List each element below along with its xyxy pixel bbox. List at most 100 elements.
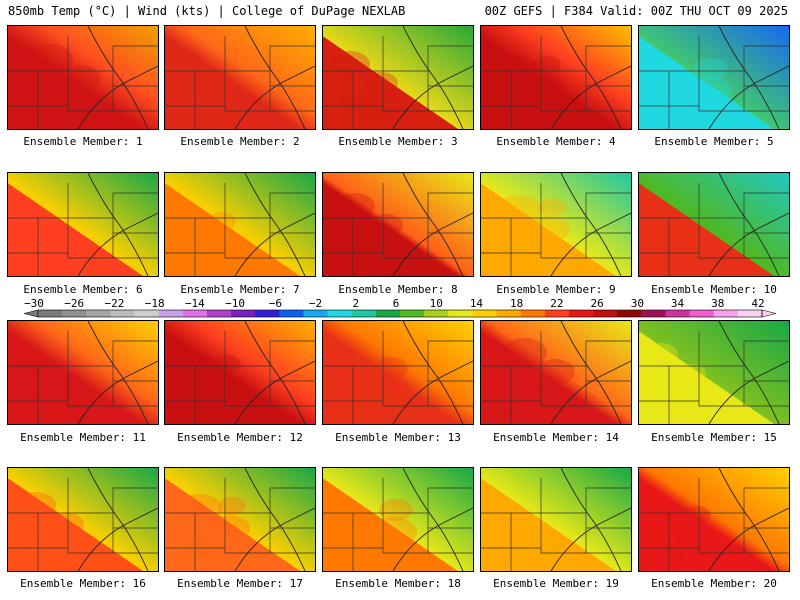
- ensemble-map-panel: [7, 320, 159, 425]
- colorbar-segment: [617, 310, 642, 317]
- colorbar-segment: [279, 310, 304, 317]
- ensemble-member-label: Ensemble Member: 15: [651, 431, 777, 444]
- ensemble-member-label: Ensemble Member: 20: [651, 577, 777, 590]
- colorbar-segment: [737, 310, 763, 317]
- temperature-field-map: [481, 26, 631, 129]
- ensemble-map-panel: [7, 172, 159, 277]
- ensemble-member-label: Ensemble Member: 7: [180, 283, 300, 296]
- colorbar-tick-label: 30: [631, 297, 644, 310]
- ensemble-member-label: Ensemble Member: 12: [177, 431, 303, 444]
- temperature-field-map: [8, 173, 158, 276]
- ensemble-map-panel: [7, 25, 159, 130]
- temperature-field-map: [323, 26, 473, 129]
- colorbar-segment: [255, 310, 280, 317]
- colorbar-segment: [86, 310, 111, 317]
- ensemble-member-label: Ensemble Member: 2: [180, 135, 300, 148]
- ensemble-map-panel: [164, 25, 316, 130]
- colorbar-tick-label: 38: [711, 297, 724, 310]
- colorbar-segment: [38, 310, 63, 317]
- ensemble-map-panel: [480, 320, 632, 425]
- colorbar-tick-label: 10: [430, 297, 443, 310]
- temperature-field-map: [8, 468, 158, 571]
- colorbar-segment: [303, 310, 328, 317]
- ensemble-member-label: Ensemble Member: 3: [338, 135, 458, 148]
- ensemble-member-label: Ensemble Member: 1: [23, 135, 143, 148]
- colorbar-tick-label: 26: [590, 297, 603, 310]
- colorbar-segment: [400, 310, 425, 317]
- ensemble-member-label: Ensemble Member: 11: [20, 431, 146, 444]
- ensemble-member-label: Ensemble Member: 5: [654, 135, 774, 148]
- colorbar-segment: [231, 310, 256, 317]
- ensemble-map-panel: [480, 172, 632, 277]
- temperature-field-map: [639, 321, 789, 424]
- colorbar-tick-label: 2: [352, 297, 359, 310]
- colorbar-segment: [448, 310, 473, 317]
- temperature-field-map: [639, 26, 789, 129]
- ensemble-map-panel: [638, 25, 790, 130]
- colorbar-segment: [544, 310, 570, 317]
- temperature-field-map: [8, 26, 158, 129]
- colorbar-tick-label: −22: [105, 297, 125, 310]
- temperature-field-map: [481, 173, 631, 276]
- ensemble-member-label: Ensemble Member: 18: [335, 577, 461, 590]
- colorbar-segment: [472, 310, 497, 317]
- colorbar-segment: [520, 310, 546, 317]
- colorbar-tick-label: −14: [185, 297, 205, 310]
- colorbar-segment: [206, 310, 232, 317]
- temperature-field-map: [323, 173, 473, 276]
- colorbar-segment: [424, 310, 449, 317]
- colorbar-segment: [158, 310, 184, 317]
- ensemble-member-label: Ensemble Member: 19: [493, 577, 619, 590]
- ensemble-map-panel: [638, 320, 790, 425]
- colorbar-tick-label: 18: [510, 297, 523, 310]
- colorbar-segment: [134, 310, 159, 317]
- colorbar-segment: [568, 310, 594, 317]
- ensemble-map-panel: [638, 172, 790, 277]
- colorbar-segment: [351, 310, 377, 317]
- colorbar-tick-label: −2: [309, 297, 322, 310]
- temperature-field-map: [165, 468, 315, 571]
- ensemble-member-label: Ensemble Member: 4: [496, 135, 616, 148]
- ensemble-member-label: Ensemble Member: 6: [23, 283, 143, 296]
- colorbar-segment: [375, 310, 401, 317]
- colorbar-segment: [496, 310, 521, 317]
- ensemble-map-panel: [164, 467, 316, 572]
- colorbar-segment: [641, 310, 666, 317]
- ensemble-map-panel: [638, 467, 790, 572]
- temperature-field-map: [165, 26, 315, 129]
- colorbar-max-arrow: [761, 309, 777, 318]
- temperature-field-map: [323, 468, 473, 571]
- colorbar-tick-label: 22: [550, 297, 563, 310]
- temperature-field-map: [639, 468, 789, 571]
- temperature-field-map: [8, 321, 158, 424]
- temperature-colorbar: −30 −26 −22 −18 −14 −10 −6 −2 2 6 10 14 18 22 26 30 34 38…: [23, 297, 777, 318]
- colorbar-segment: [327, 310, 353, 317]
- valid-time: 00Z GEFS | F384 Valid: 00Z THU OCT 09 20…: [484, 4, 788, 18]
- colorbar-segment: [593, 310, 618, 317]
- colorbar-min-arrow: [23, 309, 39, 318]
- temperature-field-map: [481, 468, 631, 571]
- ensemble-map-panel: [164, 320, 316, 425]
- temperature-field-map: [165, 321, 315, 424]
- ensemble-member-label: Ensemble Member: 17: [177, 577, 303, 590]
- ensemble-member-label: Ensemble Member: 13: [335, 431, 461, 444]
- temperature-field-map: [639, 173, 789, 276]
- ensemble-member-label: Ensemble Member: 14: [493, 431, 619, 444]
- colorbar-segment: [182, 310, 208, 317]
- colorbar-tick-label: −18: [145, 297, 165, 310]
- colorbar-tick-label: 6: [393, 297, 400, 310]
- colorbar-tick-label: −30: [24, 297, 44, 310]
- ensemble-map-panel: [322, 172, 474, 277]
- colorbar-segment: [110, 310, 135, 317]
- ensemble-member-label: Ensemble Member: 8: [338, 283, 458, 296]
- ensemble-map-panel: [7, 467, 159, 572]
- colorbar-segment: [665, 310, 690, 317]
- ensemble-member-label: Ensemble Member: 10: [651, 283, 777, 296]
- colorbar-tick-label: 42: [751, 297, 764, 310]
- colorbar-tick-label: −10: [225, 297, 245, 310]
- colorbar-tick-label: 34: [671, 297, 685, 310]
- ensemble-map-panel: [322, 320, 474, 425]
- colorbar-tick-label: −6: [269, 297, 282, 310]
- ensemble-map-panel: [322, 467, 474, 572]
- ensemble-map-panel: [164, 172, 316, 277]
